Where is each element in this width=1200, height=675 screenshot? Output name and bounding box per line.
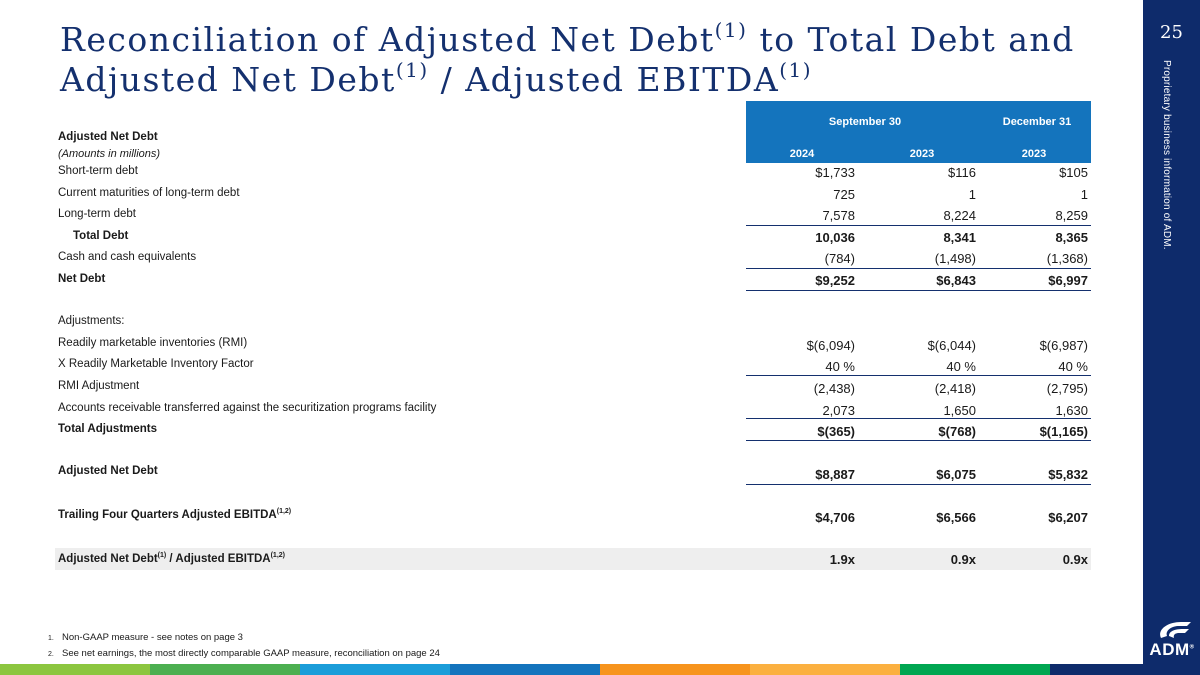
cell: 40 % bbox=[1058, 359, 1088, 374]
brand-color-stripe bbox=[0, 664, 1200, 675]
cell: (2,795) bbox=[1046, 381, 1088, 396]
cell: $116 bbox=[948, 165, 976, 180]
header-year-3: 2023 bbox=[1021, 148, 1047, 160]
stripe-segment bbox=[900, 664, 1050, 675]
cell: 7,578 bbox=[822, 208, 855, 223]
page-title: Reconciliation of Adjusted Net Debt(1) t… bbox=[60, 18, 1075, 99]
cell: 2,073 bbox=[822, 403, 855, 418]
cell: 0.9x bbox=[950, 552, 976, 567]
row-label-cash: Cash and cash equivalents bbox=[58, 251, 197, 263]
cell: (2,418) bbox=[934, 381, 976, 396]
stripe-segment bbox=[600, 664, 750, 675]
cell: 725 bbox=[833, 187, 855, 202]
row-label-rmi-factor: X Readily Marketable Inventory Factor bbox=[58, 358, 254, 370]
cell: $8,887 bbox=[815, 467, 855, 482]
row-label-receivables: Accounts receivable transferred against … bbox=[58, 402, 437, 414]
divider bbox=[746, 225, 1091, 226]
row-label-long-term-debt: Long-term debt bbox=[58, 208, 136, 220]
cell: $4,706 bbox=[815, 510, 855, 525]
cell: (1,368) bbox=[1046, 251, 1088, 266]
row-label-adjustments: Adjustments: bbox=[58, 315, 125, 327]
cell: $6,843 bbox=[936, 273, 976, 288]
divider bbox=[746, 484, 1091, 485]
adm-logo: ADM® bbox=[1147, 618, 1197, 660]
cell: 40 % bbox=[946, 359, 976, 374]
cell: 8,224 bbox=[943, 208, 976, 223]
row-label-adjusted-net-debt: Adjusted Net Debt bbox=[58, 465, 158, 477]
row-label-net-debt: Net Debt bbox=[58, 273, 106, 285]
adm-logo-icon bbox=[1160, 622, 1191, 638]
cell: 1 bbox=[1080, 187, 1088, 202]
header-year-1: 2024 bbox=[789, 148, 815, 160]
cell: $105 bbox=[1059, 165, 1088, 180]
header-group-december: December 31 bbox=[1002, 116, 1072, 128]
cell: 10,036 bbox=[815, 230, 855, 245]
cell: (1,498) bbox=[934, 251, 976, 266]
footnote-1: 1. Non-GAAP measure - see notes on page 3 bbox=[48, 632, 243, 643]
row-label-total-adjustments: Total Adjustments bbox=[58, 423, 158, 435]
cell: 40 % bbox=[825, 359, 855, 374]
row-label-trailing-ebitda: Trailing Four Quarters Adjusted EBITDA(1… bbox=[58, 508, 292, 521]
registered-mark: ® bbox=[1189, 644, 1195, 651]
ratio-row-background bbox=[55, 548, 1091, 570]
row-label-current-maturities: Current maturities of long-term debt bbox=[58, 187, 240, 199]
page-number: 25 bbox=[1160, 22, 1183, 43]
stripe-segment bbox=[150, 664, 300, 675]
header-year-2: 2023 bbox=[909, 148, 935, 160]
cell: $(768) bbox=[938, 424, 976, 439]
row-label-ratio: Adjusted Net Debt(1) / Adjusted EBITDA(1… bbox=[58, 552, 285, 565]
cell: $(6,044) bbox=[927, 338, 976, 353]
header-group-september: September 30 bbox=[828, 116, 902, 128]
divider bbox=[746, 268, 1091, 269]
cell: 1.9x bbox=[829, 552, 855, 567]
row-label-rmi-adjustment: RMI Adjustment bbox=[58, 380, 140, 392]
row-label-total-debt: Total Debt bbox=[73, 230, 129, 242]
divider bbox=[746, 375, 1091, 376]
stripe-segment bbox=[0, 664, 150, 675]
cell: 8,259 bbox=[1055, 208, 1088, 223]
cell: (784) bbox=[824, 251, 855, 266]
row-label-rmi: Readily marketable inventories (RMI) bbox=[58, 337, 248, 349]
cell: $1,733 bbox=[815, 165, 855, 180]
cell: 8,365 bbox=[1055, 230, 1088, 245]
cell: $(365) bbox=[817, 424, 855, 439]
divider bbox=[746, 440, 1091, 441]
cell: $6,075 bbox=[936, 467, 976, 482]
table-header bbox=[746, 101, 1091, 163]
logo-wordmark: ADM bbox=[1149, 640, 1190, 659]
divider bbox=[746, 418, 1091, 419]
cell: $9,252 bbox=[815, 273, 855, 288]
divider bbox=[746, 290, 1091, 291]
table-heading: Adjusted Net Debt bbox=[58, 131, 158, 143]
row-label-short-term-debt: Short-term debt bbox=[58, 165, 138, 177]
table-subheading: (Amounts in millions) bbox=[58, 148, 161, 160]
cell: 1,650 bbox=[943, 403, 976, 418]
cell: (2,438) bbox=[813, 381, 855, 396]
stripe-segment bbox=[300, 664, 450, 675]
stripe-segment bbox=[1050, 664, 1200, 675]
cell: 1,630 bbox=[1055, 403, 1088, 418]
footnote-2: 2. See net earnings, the most directly co… bbox=[48, 648, 440, 659]
cell: 8,341 bbox=[943, 230, 976, 245]
cell: $6,997 bbox=[1048, 273, 1088, 288]
stripe-segment bbox=[750, 664, 900, 675]
right-sidebar: 25 Proprietary business information of A… bbox=[1143, 0, 1200, 664]
stripe-segment bbox=[450, 664, 600, 675]
cell: $6,566 bbox=[936, 510, 976, 525]
cell: 0.9x bbox=[1062, 552, 1088, 567]
cell: $(6,094) bbox=[806, 338, 855, 353]
cell: 1 bbox=[968, 187, 976, 202]
proprietary-note: Proprietary business information of ADM. bbox=[1161, 60, 1172, 250]
cell: $(1,165) bbox=[1039, 424, 1088, 439]
cell: $5,832 bbox=[1048, 467, 1088, 482]
cell: $6,207 bbox=[1048, 510, 1088, 525]
cell: $(6,987) bbox=[1039, 338, 1088, 353]
